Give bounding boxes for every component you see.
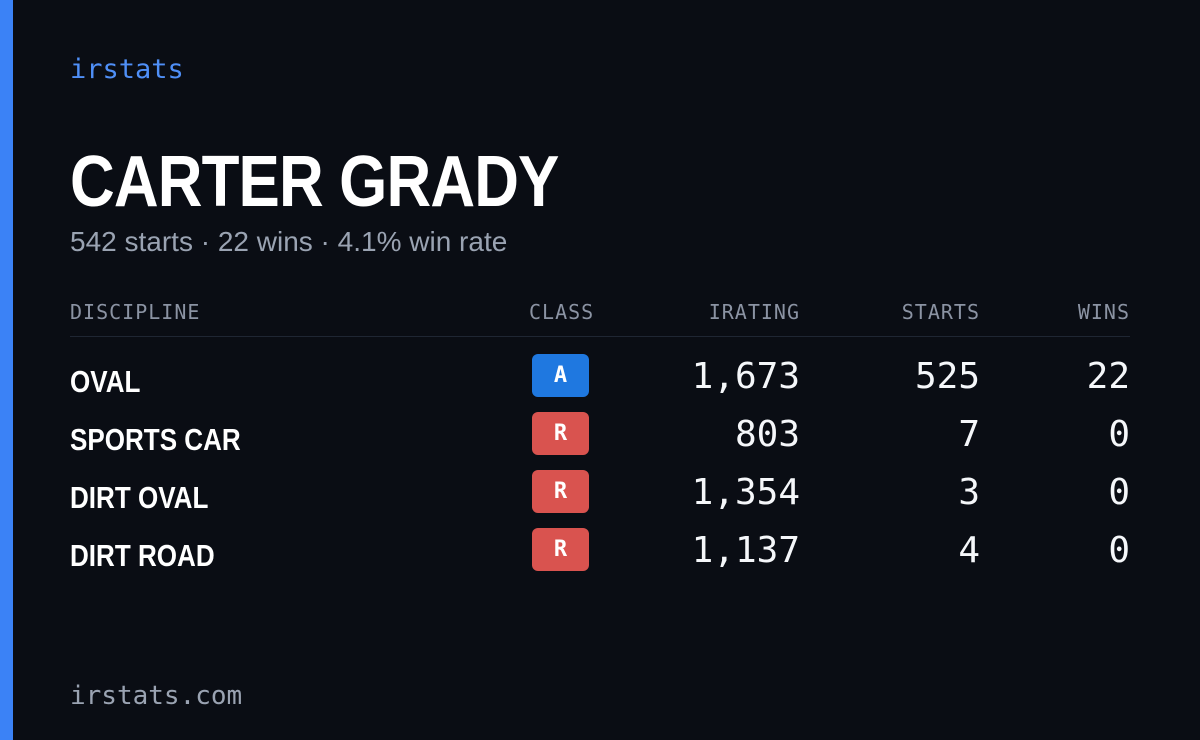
license-class-badge: R bbox=[532, 528, 589, 571]
footer-url: irstats.com bbox=[70, 681, 243, 711]
brand-logo-text: irstats bbox=[70, 54, 184, 85]
header-class: CLASS bbox=[529, 300, 595, 324]
starts-value: 525 bbox=[914, 356, 980, 397]
discipline-table: DISCIPLINE CLASS IRATING STARTS WINS OVA… bbox=[70, 296, 1130, 586]
table-row: DIRT OVAL R 1,354 3 0 bbox=[70, 470, 1130, 528]
table-body: OVAL A 1,673 525 22 SPORTS CAR R 803 7 0… bbox=[70, 354, 1130, 586]
irating-value: 803 bbox=[734, 414, 800, 455]
license-class-badge: R bbox=[532, 470, 589, 513]
accent-bar bbox=[0, 0, 13, 740]
table-row: SPORTS CAR R 803 7 0 bbox=[70, 412, 1130, 470]
irating-value: 1,137 bbox=[691, 530, 800, 571]
starts-value: 3 bbox=[958, 472, 980, 513]
wins-value: 0 bbox=[1108, 472, 1130, 513]
starts-value: 7 bbox=[958, 414, 980, 455]
license-class-badge: A bbox=[532, 354, 589, 397]
wins-value: 0 bbox=[1108, 530, 1130, 571]
table-row: DIRT ROAD R 1,137 4 0 bbox=[70, 528, 1130, 586]
discipline-name: DIRT ROAD bbox=[70, 538, 215, 573]
header-discipline: DISCIPLINE bbox=[70, 300, 201, 324]
driver-name: CARTER GRADY bbox=[70, 142, 559, 222]
license-class-badge: R bbox=[532, 412, 589, 455]
discipline-name: SPORTS CAR bbox=[70, 422, 241, 457]
irating-value: 1,354 bbox=[691, 472, 800, 513]
wins-value: 22 bbox=[1086, 356, 1130, 397]
header-starts: STARTS bbox=[901, 300, 980, 324]
discipline-name: DIRT OVAL bbox=[70, 480, 209, 515]
table-header: DISCIPLINE CLASS IRATING STARTS WINS bbox=[70, 296, 1130, 337]
driver-summary: 542 starts · 22 wins · 4.1% win rate bbox=[70, 226, 508, 257]
header-wins: WINS bbox=[1077, 300, 1130, 324]
discipline-name: OVAL bbox=[70, 364, 141, 399]
wins-value: 0 bbox=[1108, 414, 1130, 455]
starts-value: 4 bbox=[958, 530, 980, 571]
irating-value: 1,673 bbox=[691, 356, 800, 397]
table-row: OVAL A 1,673 525 22 bbox=[70, 354, 1130, 412]
header-irating: IRATING bbox=[708, 300, 800, 324]
